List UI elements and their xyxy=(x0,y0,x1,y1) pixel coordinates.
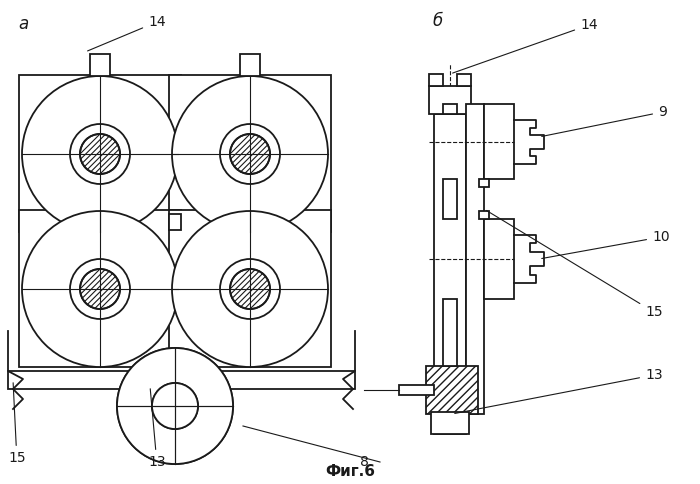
Circle shape xyxy=(152,383,198,429)
Bar xyxy=(429,74,443,86)
Circle shape xyxy=(80,269,120,309)
Bar xyxy=(429,86,471,114)
Circle shape xyxy=(22,211,178,367)
Bar xyxy=(90,54,110,76)
Bar xyxy=(19,210,181,367)
Bar xyxy=(240,54,260,76)
Circle shape xyxy=(70,124,130,184)
Bar xyxy=(19,75,181,232)
Text: 14: 14 xyxy=(88,15,166,51)
Bar xyxy=(169,75,331,232)
Text: 15: 15 xyxy=(486,211,663,319)
Text: 8: 8 xyxy=(360,455,369,469)
Circle shape xyxy=(70,259,130,319)
Bar xyxy=(426,366,478,414)
Bar xyxy=(169,210,331,367)
Circle shape xyxy=(172,76,328,232)
Bar xyxy=(457,74,471,86)
Circle shape xyxy=(117,348,233,464)
Text: 10: 10 xyxy=(542,230,670,258)
Bar xyxy=(479,211,489,219)
Bar xyxy=(443,299,457,366)
Text: 15: 15 xyxy=(8,383,26,465)
Bar xyxy=(240,211,260,232)
Circle shape xyxy=(152,383,198,429)
Bar xyxy=(431,412,469,434)
Bar xyxy=(434,114,466,434)
Bar xyxy=(169,213,181,229)
Circle shape xyxy=(220,124,280,184)
Circle shape xyxy=(117,348,233,464)
Text: 13: 13 xyxy=(148,389,166,469)
Bar xyxy=(466,104,484,414)
Circle shape xyxy=(220,259,280,319)
Text: б: б xyxy=(432,12,442,30)
Circle shape xyxy=(22,76,178,232)
Bar xyxy=(399,385,434,395)
Circle shape xyxy=(230,134,270,174)
Bar xyxy=(443,104,457,114)
Circle shape xyxy=(230,269,270,309)
Text: 9: 9 xyxy=(542,105,667,136)
Bar xyxy=(479,179,489,187)
Text: 14: 14 xyxy=(453,18,598,73)
Bar xyxy=(484,104,514,179)
Circle shape xyxy=(80,134,120,174)
Text: 13: 13 xyxy=(455,368,663,413)
Text: Фиг.6: Фиг.6 xyxy=(325,464,375,479)
Circle shape xyxy=(172,211,328,367)
Bar xyxy=(90,211,110,232)
Text: а: а xyxy=(18,15,28,33)
Bar xyxy=(8,371,355,389)
Bar xyxy=(443,179,457,219)
Bar xyxy=(484,219,514,299)
